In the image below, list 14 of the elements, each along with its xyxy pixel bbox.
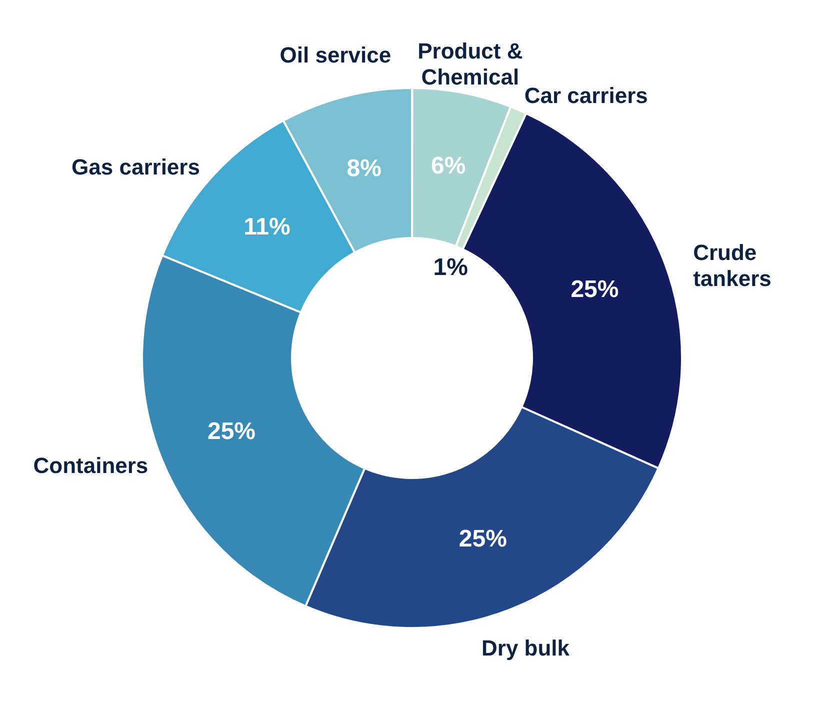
slice-label: Crude tankers [693, 240, 772, 292]
slice-label: Containers [33, 452, 148, 478]
data-label: 25% [570, 276, 619, 303]
data-label: 6% [431, 152, 466, 180]
slice-label: Product & Chemical [418, 38, 523, 90]
slice-label: Oil service [280, 42, 392, 68]
slice-label: Dry bulk [482, 636, 570, 661]
slice-label: Car carriers [524, 83, 648, 108]
data-label: 25% [458, 526, 507, 553]
data-label: 8% [346, 154, 382, 182]
slice-label: Gas carriers [72, 154, 200, 180]
data-label: 11% [244, 214, 290, 241]
data-label: 25% [207, 418, 256, 445]
data-label: 1% [433, 254, 468, 281]
